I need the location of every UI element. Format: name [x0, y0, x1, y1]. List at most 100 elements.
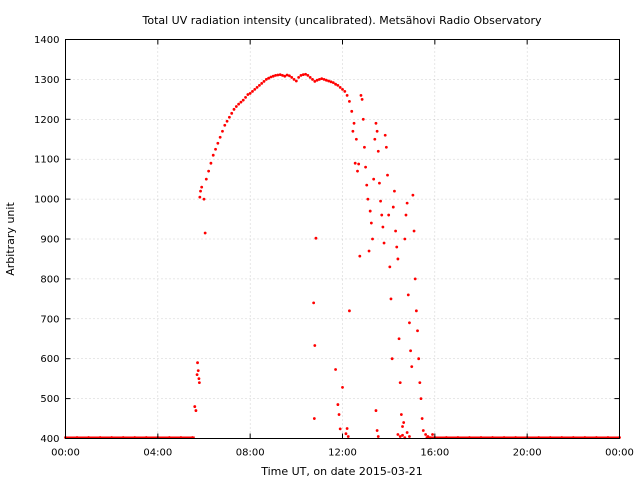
data-point	[353, 161, 357, 165]
data-point	[312, 301, 316, 305]
data-point	[398, 435, 402, 438]
data-point	[408, 321, 411, 325]
data-point	[383, 133, 387, 137]
data-point	[292, 78, 296, 81]
data-point	[244, 95, 247, 99]
data-point	[199, 189, 202, 193]
data-point	[394, 229, 397, 233]
data-point	[216, 141, 220, 145]
data-point	[198, 195, 202, 199]
data-point	[419, 397, 423, 400]
data-point	[218, 135, 222, 139]
y-tick-label: 900	[40, 235, 59, 246]
data-point	[397, 337, 401, 341]
data-point	[338, 85, 342, 89]
data-point	[194, 409, 198, 412]
data-point	[363, 145, 366, 149]
data-point	[360, 97, 364, 101]
data-point	[232, 107, 236, 111]
data-point	[376, 149, 380, 153]
data-point	[304, 72, 307, 76]
data-point	[324, 78, 328, 82]
data-point	[318, 78, 321, 81]
data-point	[313, 344, 317, 347]
data-point	[248, 91, 252, 95]
data-point	[314, 236, 318, 240]
data-point	[386, 173, 389, 177]
data-point	[299, 74, 303, 77]
data-point	[336, 403, 340, 406]
data-point	[361, 117, 365, 121]
data-point	[369, 221, 373, 225]
data-point	[334, 82, 337, 86]
data-point	[348, 309, 351, 313]
data-point	[308, 76, 312, 79]
data-point	[351, 129, 355, 133]
data-point	[281, 74, 284, 77]
data-point	[396, 257, 400, 261]
data-point	[348, 99, 351, 103]
data-point	[221, 129, 224, 133]
chart-title: Total UV radiation intensity (uncalibrat…	[142, 14, 542, 27]
data-point	[406, 293, 410, 297]
data-point	[371, 237, 374, 241]
data-point	[230, 111, 234, 115]
data-point	[350, 109, 354, 113]
data-point	[334, 368, 337, 371]
data-point	[320, 77, 324, 81]
data-point	[418, 381, 422, 385]
data-point	[276, 73, 280, 77]
data-point	[278, 73, 282, 77]
data-point	[405, 201, 409, 205]
data-point	[410, 365, 414, 369]
data-point	[345, 427, 349, 430]
data-point	[193, 405, 197, 408]
data-point	[345, 93, 349, 97]
x-tick-label: 04:00	[143, 448, 172, 459]
data-point	[378, 181, 381, 185]
data-point	[382, 241, 386, 245]
data-point	[260, 81, 264, 85]
data-point	[251, 89, 254, 93]
data-point	[411, 193, 415, 197]
data-point	[372, 177, 376, 181]
data-point	[329, 80, 333, 84]
data-point	[315, 78, 319, 82]
y-tick-label: 1000	[34, 195, 59, 206]
data-point	[367, 249, 371, 253]
data-point	[379, 199, 382, 203]
data-point	[412, 229, 416, 233]
y-tick-label: 500	[40, 394, 59, 405]
data-point	[234, 105, 238, 108]
y-tick-label: 800	[40, 274, 59, 285]
data-point	[375, 129, 379, 133]
y-axis-label: Arbitrary unit	[4, 202, 17, 276]
data-point	[365, 183, 369, 187]
y-tick-label: 600	[40, 354, 59, 365]
data-point	[426, 435, 430, 438]
x-tick-label: 16:00	[420, 448, 449, 459]
data-point	[336, 83, 340, 87]
data-point	[409, 349, 412, 353]
data-point	[396, 433, 400, 436]
data-point	[337, 413, 341, 416]
data-point	[241, 98, 245, 102]
data-point	[393, 189, 396, 193]
x-tick-label: 20:00	[513, 448, 542, 459]
data-point	[417, 357, 421, 361]
data-point	[237, 102, 241, 106]
data-point	[431, 433, 434, 436]
data-point	[416, 329, 419, 333]
data-point	[264, 78, 268, 81]
data-point	[204, 177, 208, 181]
data-point	[343, 89, 347, 93]
data-point	[380, 213, 384, 217]
data-point	[253, 87, 257, 91]
data-point	[258, 83, 261, 87]
data-point	[374, 409, 378, 412]
data-point	[341, 386, 344, 389]
y-tick-label: 1400	[34, 35, 59, 46]
data-point	[322, 78, 326, 81]
data-point	[203, 231, 207, 235]
data-point	[338, 427, 342, 431]
